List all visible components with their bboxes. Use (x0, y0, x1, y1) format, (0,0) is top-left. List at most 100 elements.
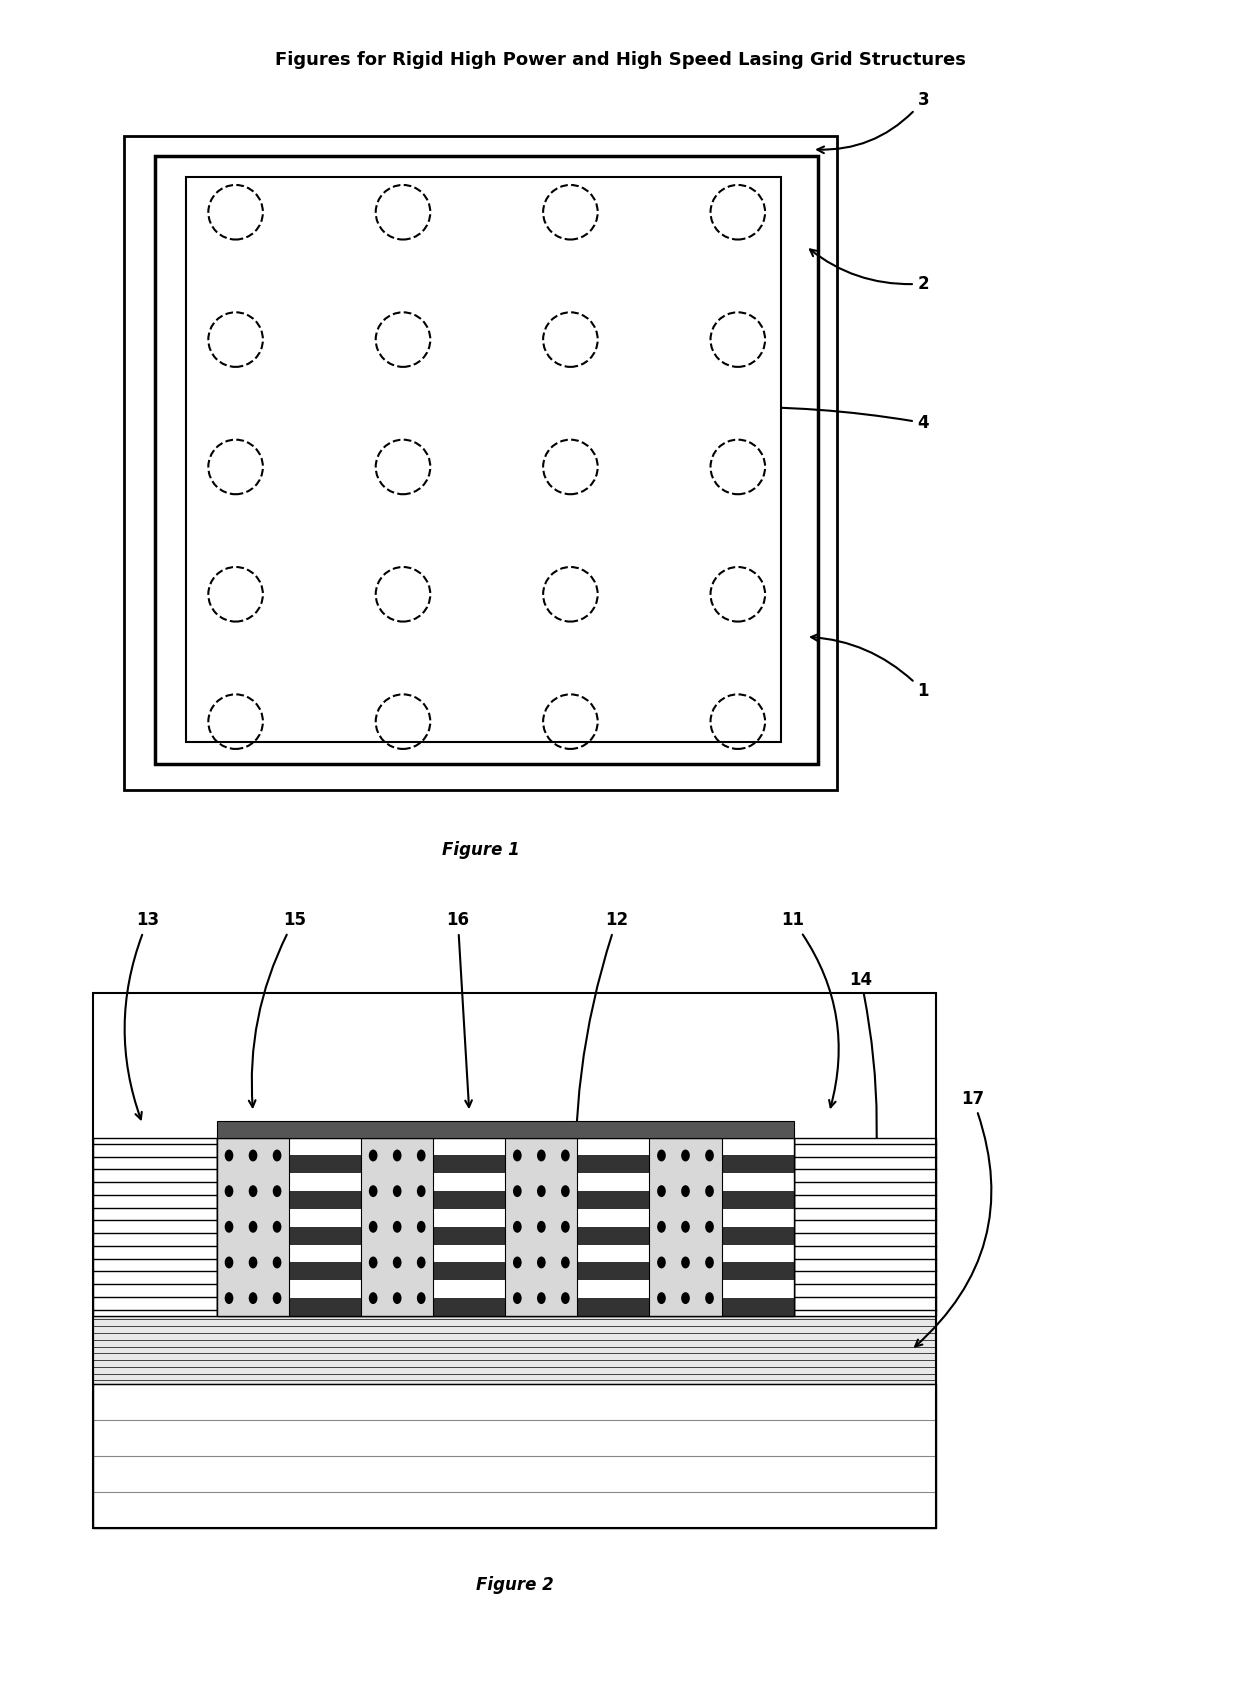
Bar (433, 1155, 506, 1173)
Bar (433, 1226, 506, 1245)
Circle shape (393, 1150, 402, 1161)
Circle shape (368, 1185, 377, 1197)
Circle shape (706, 1150, 714, 1161)
Circle shape (560, 1221, 569, 1233)
Bar (722, 1297, 794, 1316)
Text: 1: 1 (811, 633, 929, 700)
Bar (506, 1138, 578, 1316)
Bar (433, 1263, 506, 1280)
Circle shape (249, 1185, 258, 1197)
Bar (289, 1192, 361, 1209)
Circle shape (706, 1221, 714, 1233)
Circle shape (537, 1221, 546, 1233)
Circle shape (393, 1185, 402, 1197)
Text: 11: 11 (781, 912, 838, 1107)
Text: Figures for Rigid High Power and High Speed Lasing Grid Structures: Figures for Rigid High Power and High Sp… (274, 51, 966, 70)
Circle shape (273, 1150, 281, 1161)
Circle shape (393, 1292, 402, 1304)
Circle shape (249, 1150, 258, 1161)
Bar (217, 1138, 794, 1316)
Circle shape (537, 1257, 546, 1268)
Bar (722, 1226, 794, 1245)
Circle shape (224, 1221, 233, 1233)
Bar (289, 1297, 361, 1316)
Circle shape (657, 1185, 666, 1197)
Circle shape (393, 1257, 402, 1268)
Bar (289, 1138, 361, 1316)
Bar (650, 1138, 722, 1316)
Circle shape (249, 1221, 258, 1233)
Circle shape (513, 1292, 522, 1304)
Circle shape (537, 1150, 546, 1161)
Circle shape (706, 1185, 714, 1197)
Text: 14: 14 (849, 971, 877, 1248)
Text: 4: 4 (724, 404, 929, 431)
Bar (361, 1138, 433, 1316)
Text: 16: 16 (446, 912, 472, 1107)
Text: 3: 3 (817, 92, 929, 153)
Circle shape (249, 1257, 258, 1268)
Circle shape (657, 1257, 666, 1268)
Circle shape (368, 1292, 377, 1304)
Circle shape (417, 1257, 425, 1268)
Circle shape (706, 1292, 714, 1304)
Circle shape (657, 1292, 666, 1304)
Bar (722, 1192, 794, 1209)
Text: 13: 13 (125, 912, 160, 1119)
Bar (433, 1192, 506, 1209)
Text: 15: 15 (249, 912, 306, 1107)
Circle shape (224, 1257, 233, 1268)
Text: Figure 2: Figure 2 (476, 1576, 553, 1594)
Circle shape (273, 1257, 281, 1268)
Bar (289, 1226, 361, 1245)
Circle shape (657, 1221, 666, 1233)
Bar (186, 177, 781, 742)
Circle shape (560, 1150, 569, 1161)
Circle shape (368, 1257, 377, 1268)
Bar (217, 1121, 794, 1138)
Circle shape (417, 1292, 425, 1304)
Bar (578, 1155, 650, 1173)
Circle shape (513, 1257, 522, 1268)
Bar (93, 1138, 217, 1316)
Bar (93, 1316, 936, 1384)
Bar (93, 993, 936, 1528)
Bar (433, 1138, 506, 1316)
Circle shape (224, 1150, 233, 1161)
Bar (155, 156, 818, 764)
Circle shape (681, 1292, 689, 1304)
Circle shape (273, 1221, 281, 1233)
Circle shape (224, 1292, 233, 1304)
Circle shape (560, 1185, 569, 1197)
Circle shape (417, 1185, 425, 1197)
Circle shape (537, 1185, 546, 1197)
Bar (578, 1226, 650, 1245)
Circle shape (417, 1150, 425, 1161)
Bar (578, 1263, 650, 1280)
Text: Figure 1: Figure 1 (443, 841, 520, 859)
Bar (217, 1138, 794, 1316)
Circle shape (560, 1257, 569, 1268)
Text: 12: 12 (573, 912, 629, 1212)
Circle shape (706, 1257, 714, 1268)
Circle shape (393, 1221, 402, 1233)
Circle shape (681, 1257, 689, 1268)
Circle shape (681, 1150, 689, 1161)
Circle shape (513, 1150, 522, 1161)
Bar (578, 1297, 650, 1316)
Text: 2: 2 (810, 250, 929, 292)
Bar (93, 1316, 936, 1384)
Bar (722, 1155, 794, 1173)
Bar (794, 1138, 936, 1316)
Circle shape (560, 1292, 569, 1304)
Bar (289, 1155, 361, 1173)
Circle shape (417, 1221, 425, 1233)
Bar (93, 1384, 936, 1528)
Bar (93, 1384, 936, 1528)
Bar (124, 136, 837, 790)
Circle shape (368, 1150, 377, 1161)
Circle shape (513, 1221, 522, 1233)
Circle shape (368, 1221, 377, 1233)
Circle shape (513, 1185, 522, 1197)
Bar (722, 1263, 794, 1280)
